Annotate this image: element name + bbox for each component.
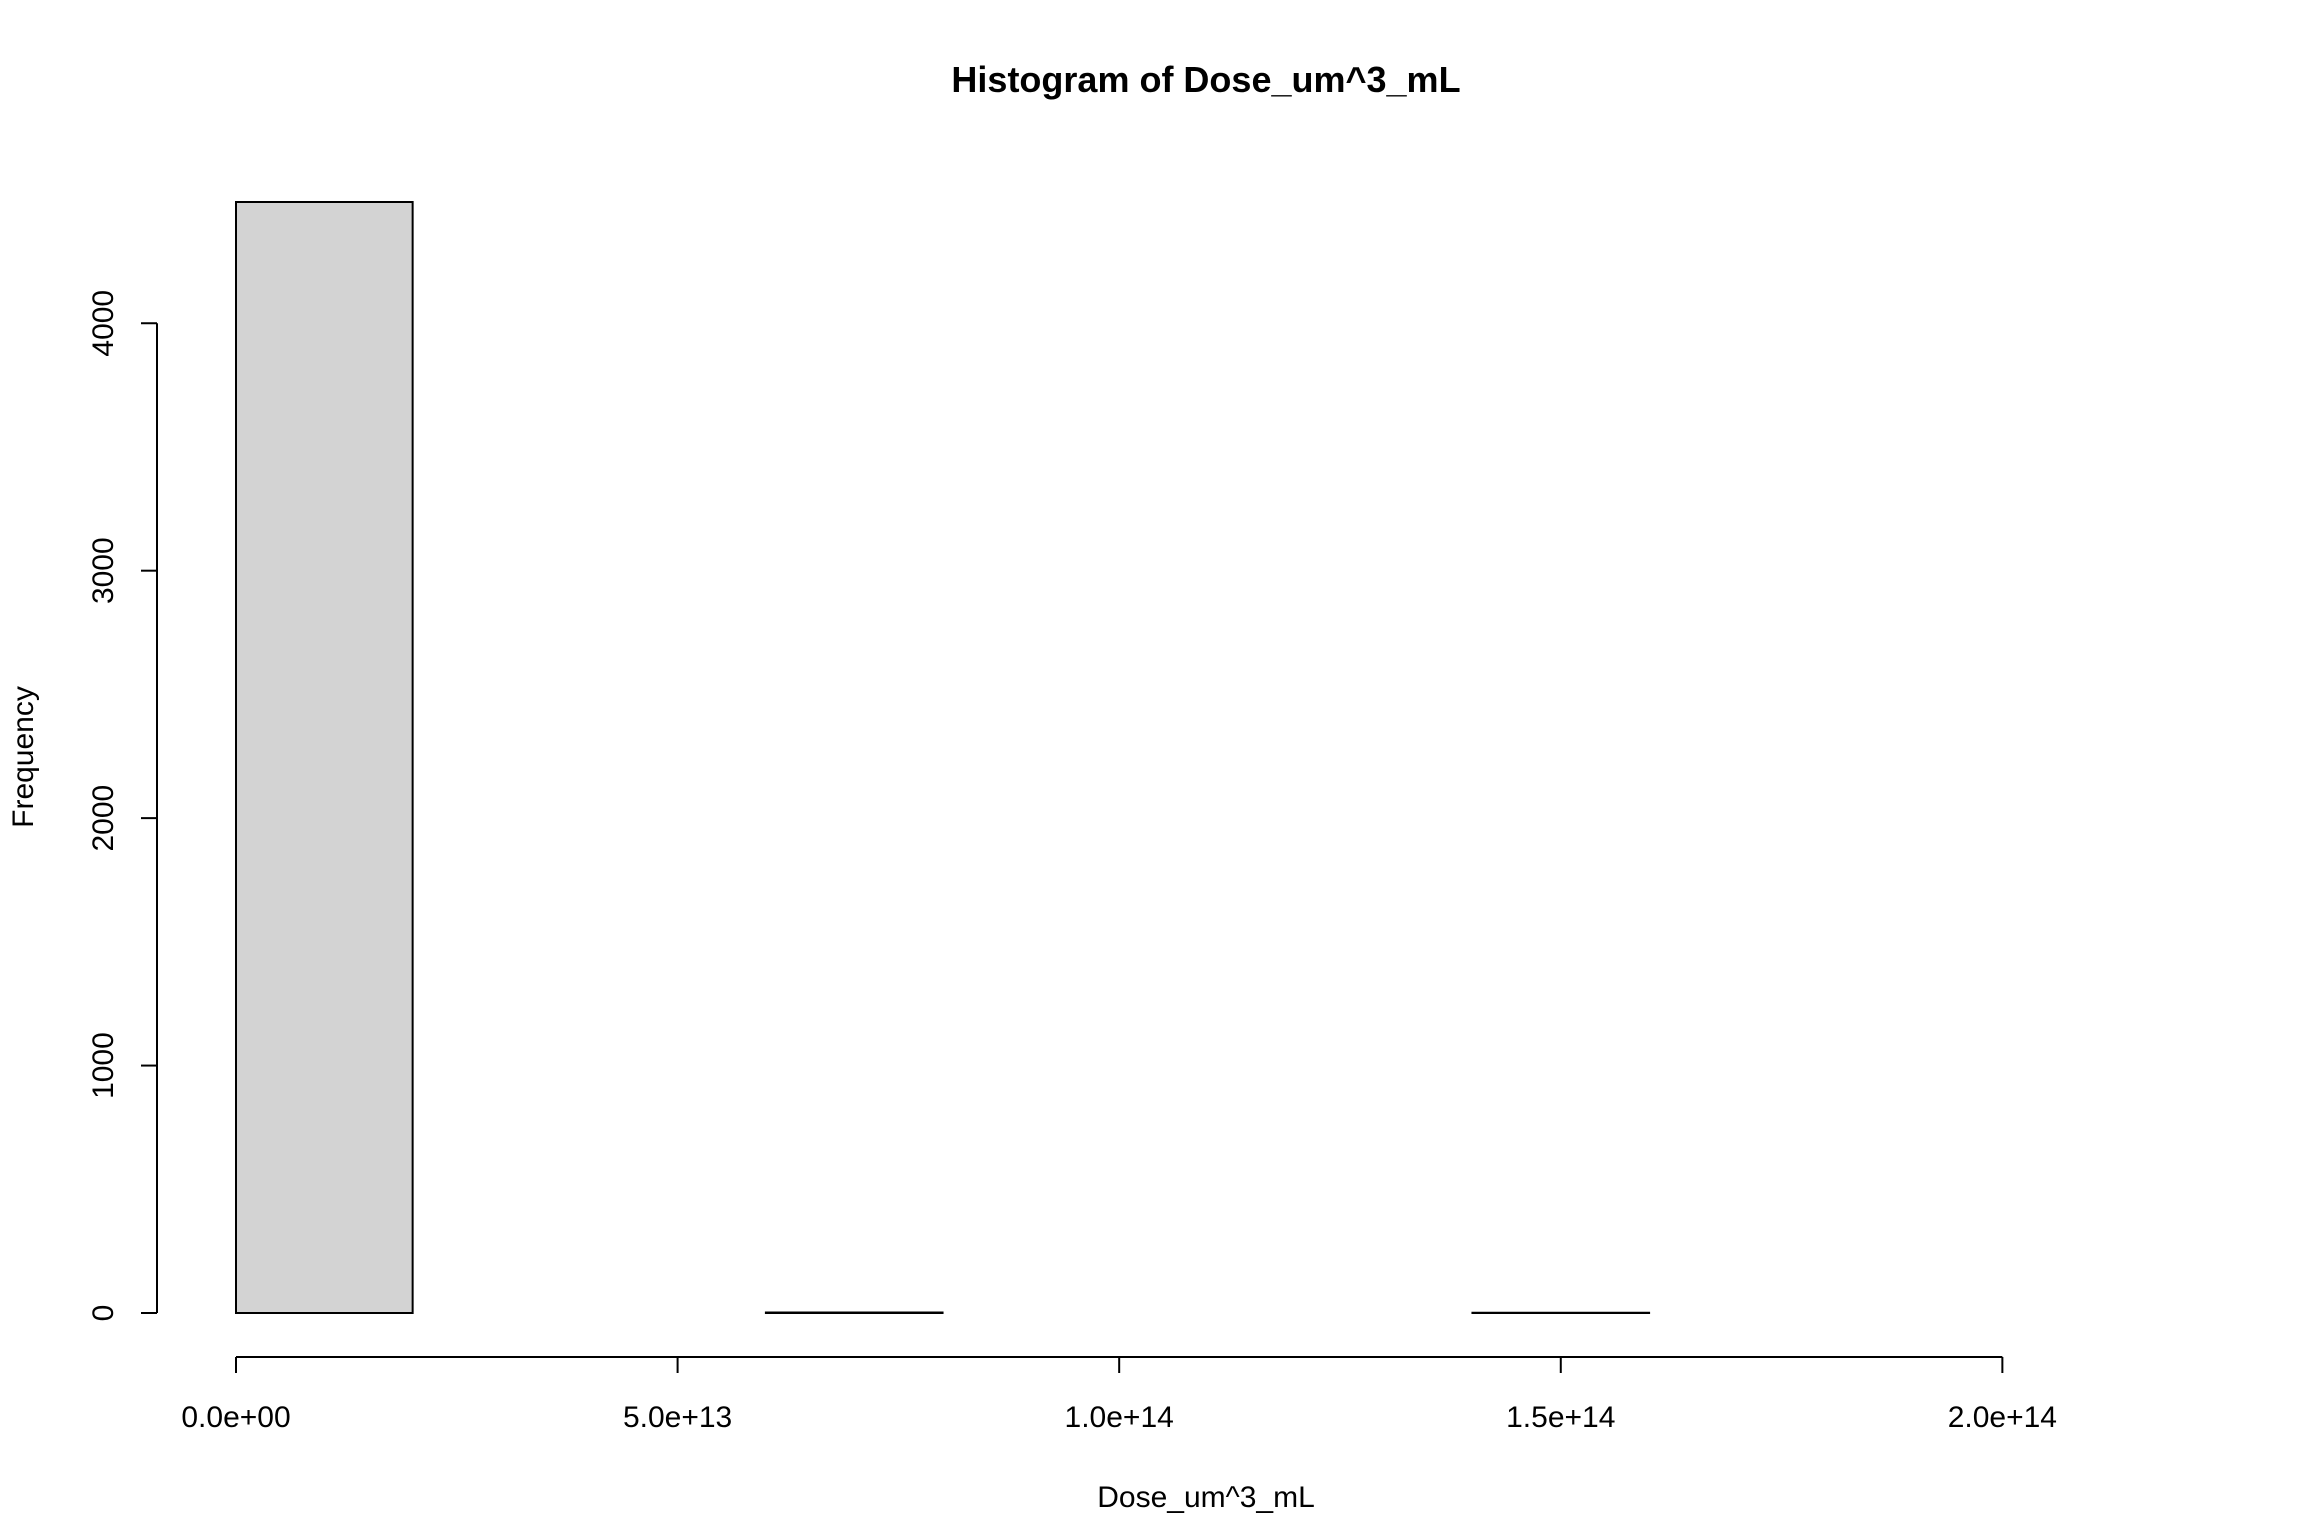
- x-tick-label-3: 1.5e+14: [1506, 1401, 1615, 1434]
- y-tick-label-0: 0: [87, 1305, 120, 1322]
- y-axis-ticks: 0 1000 2000 3000 4000: [87, 290, 157, 1321]
- y-tick-label-1: 1000: [87, 1032, 120, 1099]
- y-tick-label-4: 4000: [87, 290, 120, 357]
- bars-layer: [235, 201, 1651, 1315]
- y-tick-label-3: 3000: [87, 537, 120, 604]
- x-tick-label-4: 2.0e+14: [1948, 1401, 2057, 1434]
- x-tick-label-2: 1.0e+14: [1065, 1401, 1174, 1434]
- x-axis-label: Dose_um^3_mL: [1097, 1481, 1315, 1514]
- x-axis-ticks: 0.0e+00 5.0e+13 1.0e+14 1.5e+14 2.0e+14: [181, 1357, 2057, 1434]
- y-tick-label-2: 2000: [87, 785, 120, 852]
- x-tick-label-0: 0.0e+00: [181, 1401, 290, 1434]
- chart-title: Histogram of Dose_um^3_mL: [951, 59, 1460, 100]
- histogram-bar-0: [235, 201, 414, 1314]
- x-tick-label-1: 5.0e+13: [623, 1401, 732, 1434]
- y-axis-label: Frequency: [7, 686, 40, 828]
